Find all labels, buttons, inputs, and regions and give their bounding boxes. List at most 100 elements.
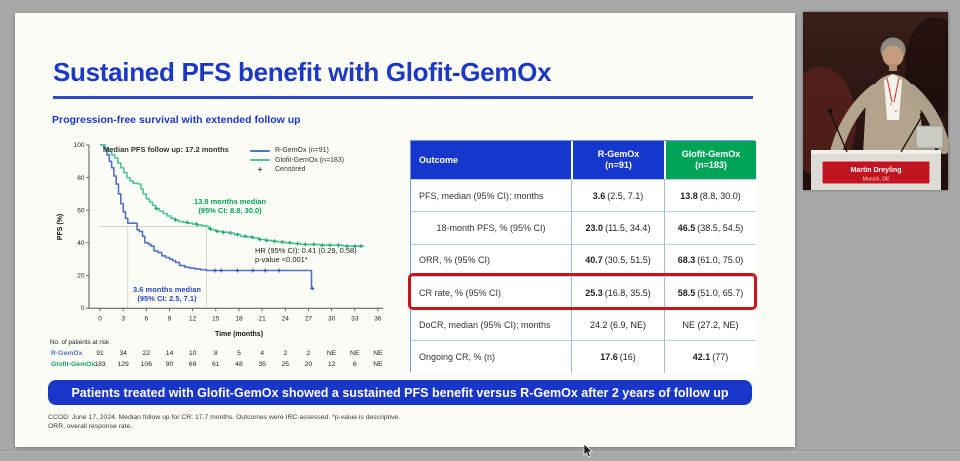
value-cell: 46.5 (38.5, 54.5) bbox=[664, 211, 756, 244]
value-cell: NE (27.2, NE) bbox=[664, 308, 756, 341]
chart-followup-note: Median PFS follow up: 17.2 months bbox=[103, 145, 229, 154]
x-tick-label: 24 bbox=[282, 316, 290, 323]
censor-mark-icon bbox=[154, 206, 159, 211]
podium: Martin Dreyling Munich, DE bbox=[811, 108, 941, 190]
censor-mark-icon bbox=[311, 242, 316, 247]
censor-mark-icon bbox=[215, 229, 220, 234]
speaker-video: Martin Dreyling Munich, DE bbox=[803, 12, 948, 190]
player-divider-light bbox=[0, 451, 960, 452]
mouse-cursor-icon bbox=[583, 444, 593, 458]
censor-mark-icon bbox=[310, 286, 315, 291]
outcome-cell: DoCR, median (95% CI); months bbox=[411, 308, 571, 341]
risk-value: 2 bbox=[307, 350, 311, 357]
risk-value: NE bbox=[373, 361, 383, 368]
censor-mark-icon bbox=[272, 239, 277, 244]
outcome-cell: ORR, % (95% CI) bbox=[411, 243, 571, 276]
value-cell: 3.6 (2.5, 7.1) bbox=[571, 179, 664, 212]
speaker-video-frame: Martin Dreyling Munich, DE bbox=[803, 12, 948, 190]
risk-row-label: R-GemOx bbox=[51, 350, 83, 357]
censor-mark-icon bbox=[235, 268, 240, 273]
censor-mark-icon bbox=[352, 244, 357, 249]
censor-mark-icon bbox=[257, 237, 262, 242]
outcome-cell: Ongoing CR, % (n) bbox=[411, 340, 571, 373]
legend-label: Censored bbox=[275, 166, 306, 174]
censor-mark-icon bbox=[235, 232, 240, 237]
presentation-slide: Sustained PFS benefit with Glofit-GemOx … bbox=[15, 13, 795, 447]
risk-value: 48 bbox=[235, 361, 243, 368]
censor-mark-icon bbox=[263, 268, 268, 273]
censor-mark-icon bbox=[303, 242, 308, 247]
x-tick-label: 6 bbox=[145, 316, 149, 323]
y-tick-label: 40 bbox=[77, 240, 85, 247]
glofit-line-icon bbox=[250, 159, 270, 162]
censor-mark-icon bbox=[194, 222, 199, 227]
table-header-cell: Glofit-GemOx (n=183) bbox=[664, 141, 756, 179]
legend-label: Glofit-GemOx (n=183) bbox=[275, 156, 345, 164]
risk-value: 106 bbox=[141, 361, 153, 368]
censor-mark-icon bbox=[250, 268, 255, 273]
risk-value: 4 bbox=[260, 350, 264, 357]
risk-value: 90 bbox=[166, 361, 174, 368]
censor-mark-icon bbox=[173, 218, 178, 222]
x-tick-label: 12 bbox=[189, 316, 197, 323]
censor-mark-icon bbox=[213, 268, 217, 273]
km-curve-rgemox bbox=[100, 144, 314, 290]
rgemox-median-annotation: 3.6 months median (95% CI: 2.5, 7.1) bbox=[133, 285, 201, 303]
value-cell: 17.6 (16) bbox=[571, 340, 664, 373]
risk-value: 12 bbox=[328, 361, 336, 368]
risk-value: 5 bbox=[237, 350, 241, 357]
x-tick-label: 9 bbox=[168, 316, 172, 323]
slide-subtitle: Progression-free survival with extended … bbox=[52, 114, 301, 126]
censor-mark-icon bbox=[345, 244, 349, 249]
y-tick-label: 60 bbox=[77, 207, 85, 214]
risk-value: 8 bbox=[214, 350, 218, 357]
value-cell: 42.1 (77) bbox=[664, 340, 756, 373]
x-tick-label: 27 bbox=[305, 316, 313, 323]
censor-mark-icon bbox=[358, 244, 363, 249]
footnote-line: ORR, overall response rate. bbox=[48, 422, 133, 430]
value-cell: 25.3 (16.8, 35.5) bbox=[571, 275, 664, 309]
x-tick-label: 15 bbox=[212, 316, 220, 323]
censor-mark-icon bbox=[219, 268, 224, 273]
table-header-cell: R-GemOx (n=91) bbox=[571, 141, 664, 179]
legend-item-censored: + Censored bbox=[250, 165, 344, 175]
y-tick-label: 0 bbox=[81, 305, 85, 312]
censor-mark-icon bbox=[328, 243, 333, 248]
y-tick-label: 80 bbox=[77, 175, 85, 182]
censor-mark-icon bbox=[336, 243, 341, 248]
risk-value: NE bbox=[373, 350, 383, 357]
censor-mark-icon bbox=[208, 226, 213, 231]
footnotes: CCOD: June 17, 2024. Median follow up fo… bbox=[48, 414, 400, 431]
slide-title: Sustained PFS benefit with Glofit-GemOx bbox=[53, 57, 552, 87]
risk-value: 20 bbox=[305, 361, 313, 368]
outcomes-table: Outcome R-GemOx (n=91) Glofit-GemOx (n=183) P… bbox=[408, 140, 757, 373]
censor-mark-icon bbox=[264, 238, 269, 243]
censor-mark-icon bbox=[228, 231, 233, 235]
value-cell: 58.5 (51.0, 65.7) bbox=[664, 275, 756, 309]
risk-value: 2 bbox=[283, 350, 287, 357]
risk-value: 35 bbox=[258, 361, 266, 368]
x-tick-label: 18 bbox=[235, 316, 243, 323]
risk-table-title: No. of patients at risk bbox=[50, 339, 110, 346]
risk-value: 129 bbox=[117, 361, 129, 368]
risk-value: 14 bbox=[166, 350, 174, 357]
x-tick-label: 36 bbox=[374, 316, 382, 323]
risk-value: 6 bbox=[353, 361, 357, 368]
censor-mark-icon bbox=[320, 243, 325, 248]
x-tick-label: 33 bbox=[351, 316, 359, 323]
value-cell: 40.7 (30.5, 51.5) bbox=[571, 243, 664, 276]
outcome-cell: PFS, median (95% CI); months bbox=[411, 179, 571, 212]
x-tick-label: 30 bbox=[328, 316, 336, 323]
chart-legend: R-GemOx (n=91) Glofit-GemOx (n=183) + Ce… bbox=[250, 146, 344, 175]
table-header-cell: Outcome bbox=[411, 141, 571, 179]
risk-value: 34 bbox=[119, 350, 127, 357]
footnote-line: CCOD: June 17, 2024. Median follow up fo… bbox=[48, 414, 401, 421]
value-cell: 23.0 (11.5, 34.4) bbox=[571, 211, 664, 244]
glofit-median-annotation: 13.8 months median (95% CI: 8.8, 30.0) bbox=[193, 197, 267, 215]
censored-plus-icon: + bbox=[257, 164, 263, 174]
outcome-cell: 18-month PFS, % (95% CI) bbox=[411, 211, 571, 244]
censor-mark-icon bbox=[243, 234, 248, 239]
title-underline bbox=[53, 96, 753, 99]
legend-label: R-GemOx (n=91) bbox=[275, 147, 329, 155]
